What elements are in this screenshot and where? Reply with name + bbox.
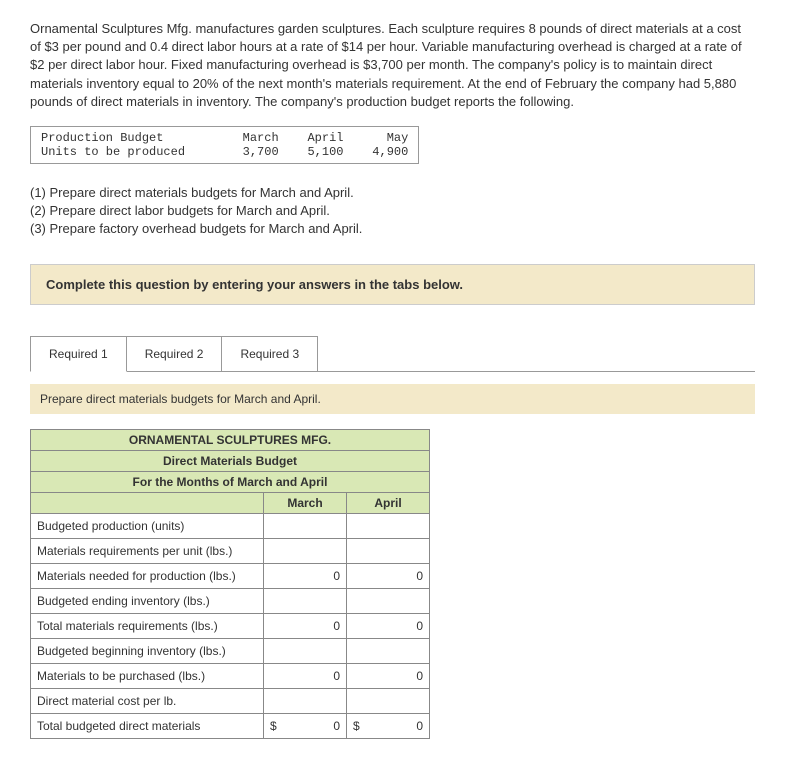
input-cell[interactable]: [347, 588, 430, 613]
table-row: Budgeted ending inventory (lbs.): [31, 588, 430, 613]
input-cell[interactable]: [347, 538, 430, 563]
row-label: Budgeted beginning inventory (lbs.): [31, 638, 264, 663]
calc-cell: 0: [264, 613, 347, 638]
calc-cell: $0: [347, 713, 430, 738]
row-label: Materials needed for production (lbs.): [31, 563, 264, 588]
question-2: (2) Prepare direct labor budgets for Mar…: [30, 202, 755, 220]
tab-required-3[interactable]: Required 3: [221, 336, 318, 372]
table-row: Budgeted beginning inventory (lbs.): [31, 638, 430, 663]
row-label: Budgeted production (units): [31, 513, 264, 538]
table-row: Materials requirements per unit (lbs.): [31, 538, 430, 563]
question-list: (1) Prepare direct materials budgets for…: [30, 184, 755, 239]
table-row: Budgeted production (units): [31, 513, 430, 538]
input-cell[interactable]: [264, 638, 347, 663]
row-label: Budgeted ending inventory (lbs.): [31, 588, 264, 613]
input-cell[interactable]: [347, 638, 430, 663]
direct-materials-budget-table: ORNAMENTAL SCULPTURES MFG. Direct Materi…: [30, 429, 430, 739]
main-instruction: Complete this question by entering your …: [30, 264, 755, 305]
col-april: April: [347, 492, 430, 513]
input-cell[interactable]: [264, 588, 347, 613]
row-label: Materials to be purchased (lbs.): [31, 663, 264, 688]
col-march: March: [264, 492, 347, 513]
table-row: Total materials requirements (lbs.) 0 0: [31, 613, 430, 638]
row-label: Total budgeted direct materials: [31, 713, 264, 738]
table-row: Direct material cost per lb.: [31, 688, 430, 713]
tab-required-2[interactable]: Required 2: [126, 336, 223, 372]
table-title-3: For the Months of March and April: [31, 471, 430, 492]
calc-cell: 0: [347, 613, 430, 638]
production-budget-table: Production Budget March April May Units …: [30, 126, 419, 164]
input-cell[interactable]: [347, 513, 430, 538]
calc-cell: 0: [347, 563, 430, 588]
panel-instruction: Prepare direct materials budgets for Mar…: [30, 384, 755, 414]
row-label: Direct material cost per lb.: [31, 688, 264, 713]
calc-cell: 0: [264, 563, 347, 588]
question-3: (3) Prepare factory overhead budgets for…: [30, 220, 755, 238]
tab-panel: Prepare direct materials budgets for Mar…: [30, 371, 755, 739]
tab-required-1[interactable]: Required 1: [30, 336, 127, 372]
table-row: Materials to be purchased (lbs.) 0 0: [31, 663, 430, 688]
table-row: Total budgeted direct materials $0 $0: [31, 713, 430, 738]
calc-cell: 0: [347, 663, 430, 688]
table-title-1: ORNAMENTAL SCULPTURES MFG.: [31, 429, 430, 450]
tab-bar: Required 1 Required 2 Required 3: [30, 335, 755, 371]
input-cell[interactable]: [264, 688, 347, 713]
calc-cell: $0: [264, 713, 347, 738]
row-label: Total materials requirements (lbs.): [31, 613, 264, 638]
calc-cell: 0: [264, 663, 347, 688]
input-cell[interactable]: [264, 538, 347, 563]
row-label: Materials requirements per unit (lbs.): [31, 538, 264, 563]
table-row: Materials needed for production (lbs.) 0…: [31, 563, 430, 588]
input-cell[interactable]: [264, 513, 347, 538]
problem-statement: Ornamental Sculptures Mfg. manufactures …: [30, 20, 755, 111]
input-cell[interactable]: [347, 688, 430, 713]
blank-header: [31, 492, 264, 513]
question-1: (1) Prepare direct materials budgets for…: [30, 184, 755, 202]
table-title-2: Direct Materials Budget: [31, 450, 430, 471]
